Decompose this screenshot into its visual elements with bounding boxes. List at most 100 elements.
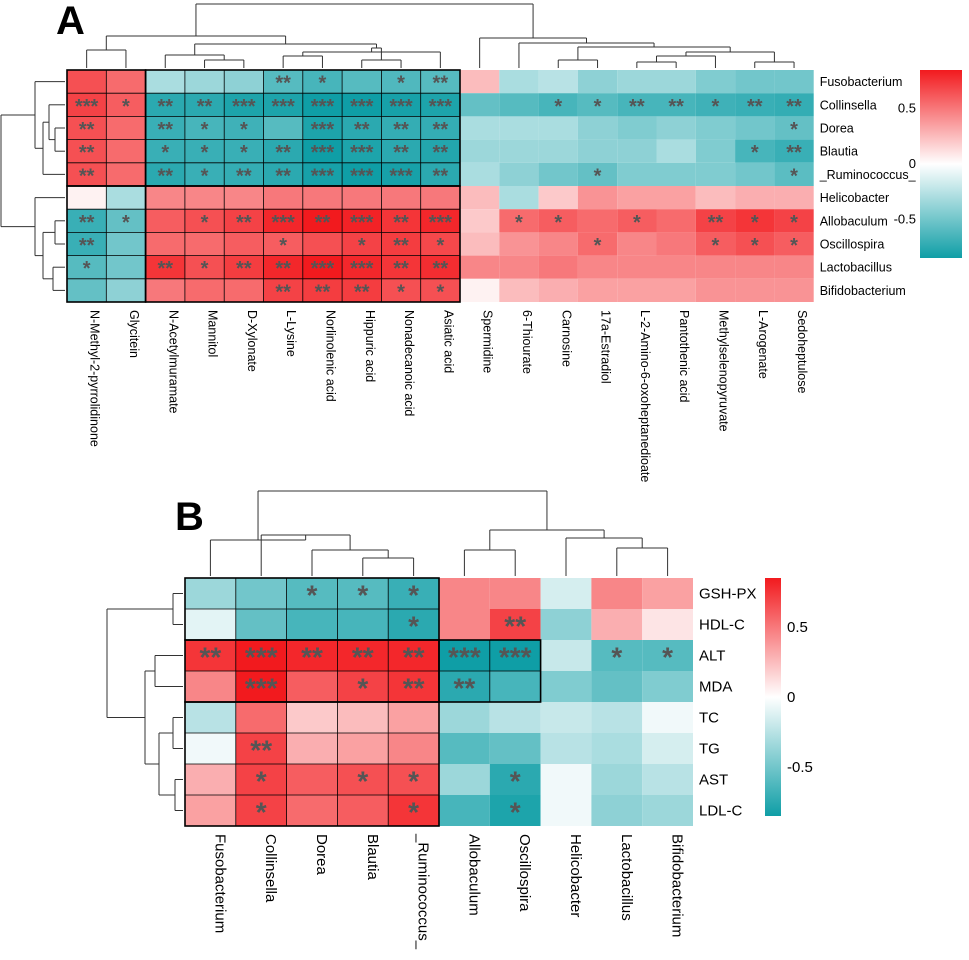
cell-a-r5-c3 <box>184 186 225 210</box>
sig-a-r3-c7: *** <box>350 142 374 164</box>
panel-b-heatmap: * * ** **** *** ** ** ** *** *** * **** * ** ***** * * **… <box>106 490 813 950</box>
row-label-a: Allobaculum <box>820 214 888 228</box>
row-label-a: Lactobacillus <box>820 261 892 275</box>
cell-a-r6-c2 <box>145 209 185 233</box>
sig-a-r6-c8: ** <box>393 212 409 234</box>
cell-a-r7-c10 <box>460 232 500 256</box>
cell-b-r3-c9 <box>642 671 693 702</box>
cell-a-r8-c16 <box>695 255 736 279</box>
sig-b-r2-c3: ** <box>352 642 374 673</box>
sig-b-r1-c6: ** <box>504 611 526 642</box>
sig-a-r1-c15: ** <box>668 96 684 118</box>
sig-a-r4-c4: ** <box>236 165 252 187</box>
cell-a-r2-c11 <box>499 116 539 140</box>
col-label-b: Lactobacillus <box>618 834 635 921</box>
sig-b-r6-c6: * <box>510 766 521 797</box>
cell-b-r5-c9 <box>642 733 693 764</box>
cell-a-r5-c6 <box>302 186 343 210</box>
col-label-a: L-Arogenate <box>756 310 770 379</box>
col-label-a: Hippuric acid <box>363 310 377 382</box>
sig-a-r1-c4: *** <box>232 96 256 118</box>
cell-a-r6-c1 <box>106 209 146 233</box>
cell-a-r3-c13 <box>577 139 618 163</box>
col-label-b: Allobaculum <box>465 834 482 916</box>
cell-a-r3-c8 <box>381 139 421 163</box>
sig-a-r1-c16: * <box>712 96 720 118</box>
cell-a-r8-c7 <box>342 255 382 279</box>
cell-b-r0-c5 <box>439 578 490 609</box>
cell-b-r4-c1 <box>235 702 287 733</box>
cell-a-r7-c3 <box>184 232 225 256</box>
cell-a-r5-c2 <box>145 186 185 210</box>
sig-a-r3-c2: * <box>161 142 169 164</box>
row-label-a: Collinsella <box>820 98 877 112</box>
cell-a-r8-c17 <box>735 255 775 279</box>
cell-a-r3-c10 <box>460 139 500 163</box>
cell-a-r5-c5 <box>263 186 303 210</box>
cell-a-r0-c5 <box>263 70 303 94</box>
cell-a-r7-c2 <box>145 232 185 256</box>
cell-b-r5-c5 <box>439 733 490 764</box>
row-label-b: TG <box>699 741 720 758</box>
cell-a-r7-c15 <box>656 232 696 256</box>
cell-a-r4-c5 <box>263 162 303 186</box>
cell-a-r9-c17 <box>735 278 775 302</box>
cell-a-r2-c8 <box>381 116 421 140</box>
cell-a-r3-c1 <box>106 139 146 163</box>
sig-a-r6-c16: ** <box>708 212 724 234</box>
col-label-a: Carnosine <box>559 310 573 367</box>
cell-b-r6-c1 <box>235 764 287 795</box>
cell-a-r1-c9 <box>420 93 460 117</box>
cell-b-r4-c2 <box>286 702 338 733</box>
sig-a-r1-c0: *** <box>75 96 99 118</box>
cell-a-r2-c13 <box>577 116 618 140</box>
cell-a-r2-c0 <box>67 116 107 140</box>
cell-b-r5-c7 <box>540 733 592 764</box>
cell-a-r1-c8 <box>381 93 421 117</box>
cell-a-r7-c1 <box>106 232 146 256</box>
cell-a-r6-c7 <box>342 209 382 233</box>
row-label-b: TC <box>699 710 719 727</box>
cell-a-r0-c8 <box>381 70 421 94</box>
col-label-a: Norlinolenic acid <box>323 310 337 402</box>
sig-b-r7-c4: * <box>408 797 419 828</box>
cell-a-r4-c18 <box>774 162 814 186</box>
cell-b-r2-c5 <box>439 640 490 671</box>
cell-b-r7-c1 <box>235 795 287 826</box>
col-label-b: Fusobacterium <box>211 834 228 933</box>
colorbar-b <box>765 578 781 816</box>
cell-a-r1-c12 <box>538 93 578 117</box>
cell-a-r6-c9 <box>420 209 460 233</box>
panel-b-label: B <box>175 495 204 539</box>
cell-a-r5-c12 <box>538 186 578 210</box>
col-label-a: L-Lysine <box>284 310 298 357</box>
row-label-a: Blautia <box>820 145 858 159</box>
col-label-a: 6-Thiourate <box>520 310 534 374</box>
cell-a-r4-c7 <box>342 162 382 186</box>
cell-b-r0-c8 <box>591 578 643 609</box>
cell-b-r0-c3 <box>337 578 389 609</box>
sig-a-r7-c16: * <box>712 235 720 257</box>
cell-a-r3-c12 <box>538 139 578 163</box>
cell-a-r0-c16 <box>695 70 736 94</box>
sig-a-r4-c13: * <box>594 165 602 187</box>
cell-b-r2-c6 <box>489 640 541 671</box>
cell-b-r1-c9 <box>642 609 693 640</box>
cell-a-r3-c3 <box>184 139 225 163</box>
cell-b-r1-c6 <box>489 609 541 640</box>
sig-a-r6-c18: * <box>790 212 798 234</box>
cell-a-r4-c17 <box>735 162 775 186</box>
sig-a-r1-c7: *** <box>350 96 374 118</box>
cell-a-r1-c11 <box>499 93 539 117</box>
sig-a-r6-c14: * <box>633 212 641 234</box>
cell-a-r1-c4 <box>224 93 264 117</box>
row-label-a: Helicobacter <box>820 191 889 205</box>
cell-a-r2-c6 <box>302 116 343 140</box>
cell-b-r6-c4 <box>388 764 439 795</box>
cell-a-r8-c12 <box>538 255 578 279</box>
cell-b-r5-c4 <box>388 733 439 764</box>
cell-a-r6-c14 <box>617 209 657 233</box>
cell-a-r0-c9 <box>420 70 460 94</box>
panel-a-label: A <box>56 0 85 43</box>
cell-a-r6-c18 <box>774 209 814 233</box>
